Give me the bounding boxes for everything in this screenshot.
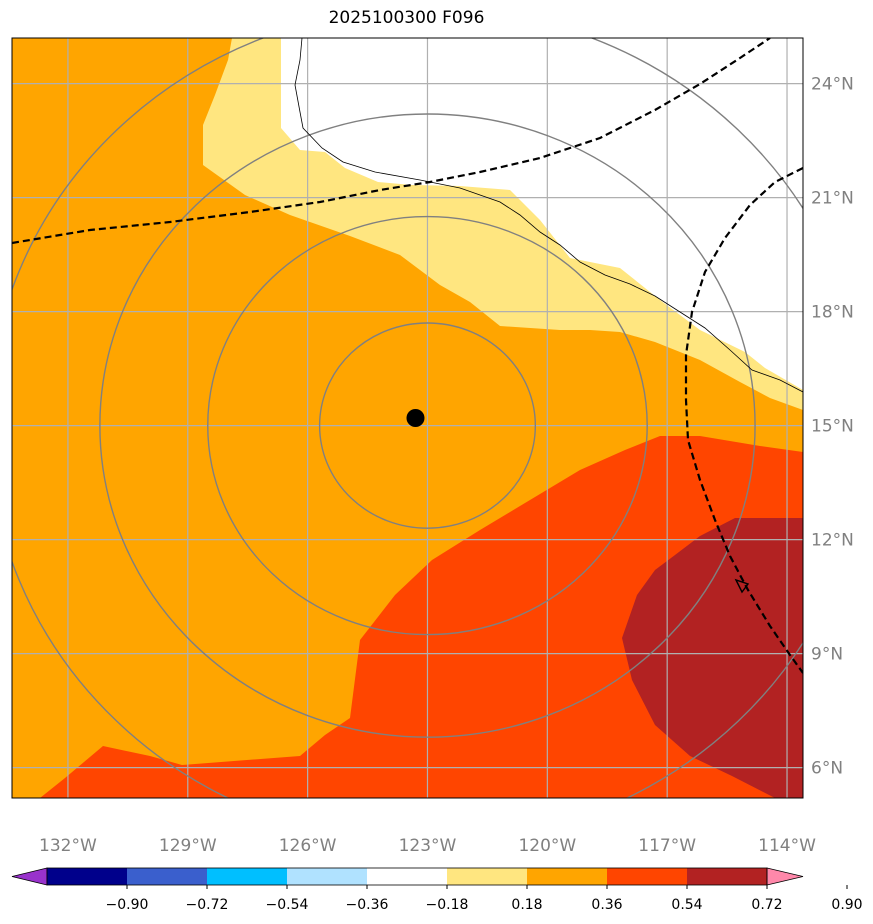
- colorbar: −0.90 −0.72 −0.54 −0.36 −0.18 0.18 0.36 0.54 0.7…: [11, 867, 863, 913]
- colorbar-segment: [447, 868, 528, 885]
- map-frame: [11, 37, 804, 799]
- range-ring: [99, 113, 756, 738]
- lat-tick-label: 9°N: [811, 645, 843, 665]
- colorbar-segment: [207, 868, 288, 885]
- colorbar-segment: [287, 868, 368, 885]
- lon-tick-label: 114°W: [758, 836, 816, 856]
- colorbar-segment: [687, 868, 768, 885]
- colorbar-tick-label: 0.36: [591, 897, 622, 913]
- track-arrow: [734, 578, 750, 594]
- latitude-tick-labels: 24°N 21°N 18°N 15°N 12°N 9°N 6°N: [811, 75, 854, 779]
- lon-tick-label: 126°W: [279, 836, 337, 856]
- lon-tick-label: 123°W: [399, 836, 457, 856]
- lon-tick-label: 132°W: [39, 836, 97, 856]
- colorbar-segment: [367, 868, 448, 885]
- colorbar-tick-label: 0.72: [751, 897, 782, 913]
- colorbar-segment: [47, 868, 128, 885]
- lat-tick-label: 6°N: [811, 759, 843, 779]
- lon-tick-label: 117°W: [638, 836, 696, 856]
- lon-tick-label: 129°W: [159, 836, 217, 856]
- colorbar-outline: [46, 867, 768, 886]
- range-ring: [207, 215, 648, 636]
- longitude-tick-labels: 132°W 129°W 126°W 123°W 120°W 117°W 114°W: [39, 836, 816, 856]
- map-title: 2025100300 F096: [328, 8, 485, 28]
- colorbar-tick-label: −0.72: [186, 897, 229, 913]
- colorbar-tick-label: 0.18: [511, 897, 542, 913]
- field-red-orange: [40, 436, 803, 798]
- lat-tick-label: 21°N: [811, 189, 854, 209]
- coastline: [294, 38, 803, 393]
- colorbar-tick-label: −0.54: [266, 897, 309, 913]
- range-rings: [12, 38, 803, 798]
- colorbar-tick-label: −0.36: [346, 897, 389, 913]
- colorbar-tick-label: 0.90: [831, 897, 862, 913]
- lat-tick-label: 18°N: [811, 303, 854, 323]
- colorbar-segment: [127, 868, 208, 885]
- colorbar-tick-label: −0.90: [106, 897, 149, 913]
- lat-tick-label: 12°N: [811, 531, 854, 551]
- lat-tick-label: 15°N: [811, 417, 854, 437]
- colorbar-segment: [607, 868, 688, 885]
- colorbar-tick-label: 0.54: [671, 897, 702, 913]
- colorbar-segment: [527, 868, 608, 885]
- range-ring: [318, 322, 537, 529]
- lon-tick-label: 120°W: [518, 836, 576, 856]
- colorbar-extend-high: [766, 867, 804, 886]
- colorbar-tick-label: −0.18: [426, 897, 469, 913]
- lat-tick-label: 24°N: [811, 75, 854, 95]
- graticule: [12, 38, 803, 798]
- storm-center-marker: [406, 409, 425, 427]
- dashed-contour-east: [684, 167, 803, 674]
- colorbar-extend-low: [11, 867, 48, 886]
